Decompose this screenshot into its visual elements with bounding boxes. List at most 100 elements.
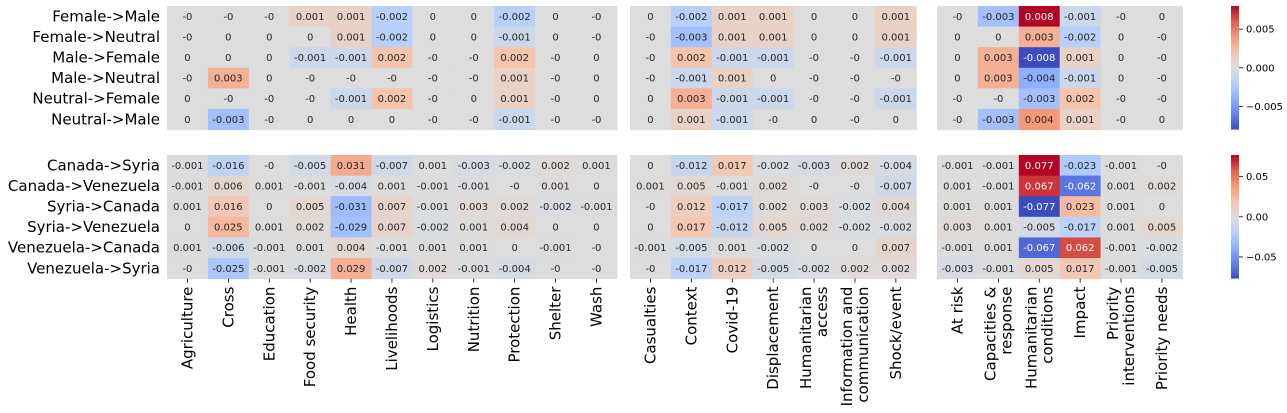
- heatmap-cell: [752, 6, 795, 28]
- heatmap-cell: [494, 237, 536, 259]
- heatmap-cell: [752, 258, 795, 280]
- heatmap-cell: [248, 109, 291, 131]
- heatmap-cell: [167, 47, 209, 69]
- row-label: Venezuela->Syria: [27, 259, 160, 277]
- heatmap-cell: [752, 196, 795, 218]
- cell-value: 0.003: [800, 202, 829, 213]
- heatmap-cell: [371, 258, 413, 280]
- heatmap-cell: [576, 6, 618, 28]
- heatmap-cell: [289, 6, 332, 28]
- heatmap-cell: [289, 175, 332, 197]
- cell-value: 0.001: [882, 12, 911, 23]
- heatmap-cell: [937, 109, 979, 131]
- heatmap-cell: [535, 175, 577, 197]
- heatmap-cell: [412, 175, 454, 197]
- heatmap-cell: [875, 155, 917, 177]
- cell-value: -0.007: [376, 264, 408, 275]
- heatmap-cell: [670, 216, 713, 238]
- cell-value: -0.005: [675, 243, 707, 254]
- cell-value: -0.008: [1023, 53, 1055, 64]
- heatmap-cell: [1100, 175, 1142, 197]
- heatmap-cell: [1141, 237, 1183, 259]
- heatmap-cell: [1018, 6, 1061, 28]
- cell-value: 0: [647, 223, 653, 234]
- heatmap-cell: [535, 237, 577, 259]
- row-label: Male->Neutral: [51, 69, 160, 87]
- cell-value: -0: [768, 115, 778, 126]
- heatmap-cell: [371, 216, 413, 238]
- heatmap-cell: [977, 216, 1020, 238]
- cell-value: -0.002: [880, 223, 912, 234]
- heatmap-cell: [289, 26, 332, 48]
- cell-value: -0.001: [417, 181, 449, 192]
- cell-value: 0.001: [500, 94, 529, 105]
- heatmap-cell: [977, 258, 1020, 280]
- cell-value: -0: [809, 94, 819, 105]
- heatmap-cell: [207, 258, 250, 280]
- cell-value: 0.001: [255, 181, 284, 192]
- heatmap-cell: [576, 67, 618, 89]
- cell-value: 0.002: [378, 94, 407, 105]
- cell-value: -0: [264, 161, 274, 172]
- heatmap-cell: [453, 216, 495, 238]
- cell-value: 0.001: [1107, 223, 1136, 234]
- cell-value: -0: [850, 53, 860, 64]
- cell-value: -0: [645, 53, 655, 64]
- heatmap-cell: [937, 88, 979, 110]
- cell-value: -0.005: [1146, 264, 1178, 275]
- heatmap-cell: [1018, 175, 1061, 197]
- cell-value: 0: [1118, 74, 1124, 85]
- heatmap-cell: [977, 67, 1020, 89]
- cell-value: 0.005: [1025, 264, 1054, 275]
- cell-value: 0.002: [759, 202, 788, 213]
- heatmap-cell: [371, 67, 413, 89]
- cell-value: -0: [809, 181, 819, 192]
- cell-value: 0: [593, 94, 599, 105]
- heatmap-cell: [937, 258, 979, 280]
- cell-value: 0.062: [1066, 243, 1095, 254]
- heatmap-cell: [834, 175, 876, 197]
- heatmap-cell: [875, 237, 917, 259]
- heatmap-cell: [670, 109, 713, 131]
- cell-value: -0.003: [798, 161, 830, 172]
- heatmap-cell: [630, 6, 672, 28]
- column-label: access: [813, 286, 831, 337]
- heatmap-cell: [494, 67, 536, 89]
- cell-value: 0: [471, 32, 477, 43]
- cell-value: -0: [223, 12, 233, 23]
- column-label: Covid-19: [723, 287, 741, 354]
- heatmap-cell: [330, 175, 372, 197]
- column-label: interventions: [1120, 286, 1138, 385]
- cell-value: 0: [647, 161, 653, 172]
- column-label: Context: [682, 286, 700, 345]
- cell-value: 0.001: [759, 32, 788, 43]
- cell-value: 0.002: [541, 161, 570, 172]
- heatmap-cell: [977, 175, 1020, 197]
- cell-value: 0: [593, 223, 599, 234]
- cell-value: -0.001: [675, 74, 707, 85]
- heatmap-cell: [711, 88, 754, 110]
- cell-value: -0: [952, 115, 962, 126]
- heatmap-cell: [752, 175, 795, 197]
- cell-value: -0.004: [1023, 74, 1055, 85]
- heatmap-cell: [248, 175, 291, 197]
- colorbar-tick-label: −0.005: [1246, 102, 1283, 113]
- cell-value: -0.001: [757, 53, 789, 64]
- heatmap-cell: [875, 258, 917, 280]
- heatmap-cell: [453, 237, 495, 259]
- cell-value: 0.005: [759, 223, 788, 234]
- heatmap-cell: [1100, 26, 1142, 48]
- heatmap-cell: [330, 196, 372, 218]
- cell-value: -0.003: [982, 115, 1014, 126]
- cell-value: 0.001: [1066, 53, 1095, 64]
- heatmap-cell: [630, 26, 672, 48]
- cell-value: -0.077: [1023, 202, 1055, 213]
- cell-value: 0.005: [677, 181, 706, 192]
- heatmap-cell: [875, 175, 917, 197]
- heatmap-cell: [1059, 67, 1102, 89]
- cell-value: -0: [551, 115, 561, 126]
- heatmap-cell: [576, 88, 618, 110]
- heatmap-cell: [752, 67, 795, 89]
- heatmap-cell: [371, 175, 413, 197]
- heatmap-cell: [711, 216, 754, 238]
